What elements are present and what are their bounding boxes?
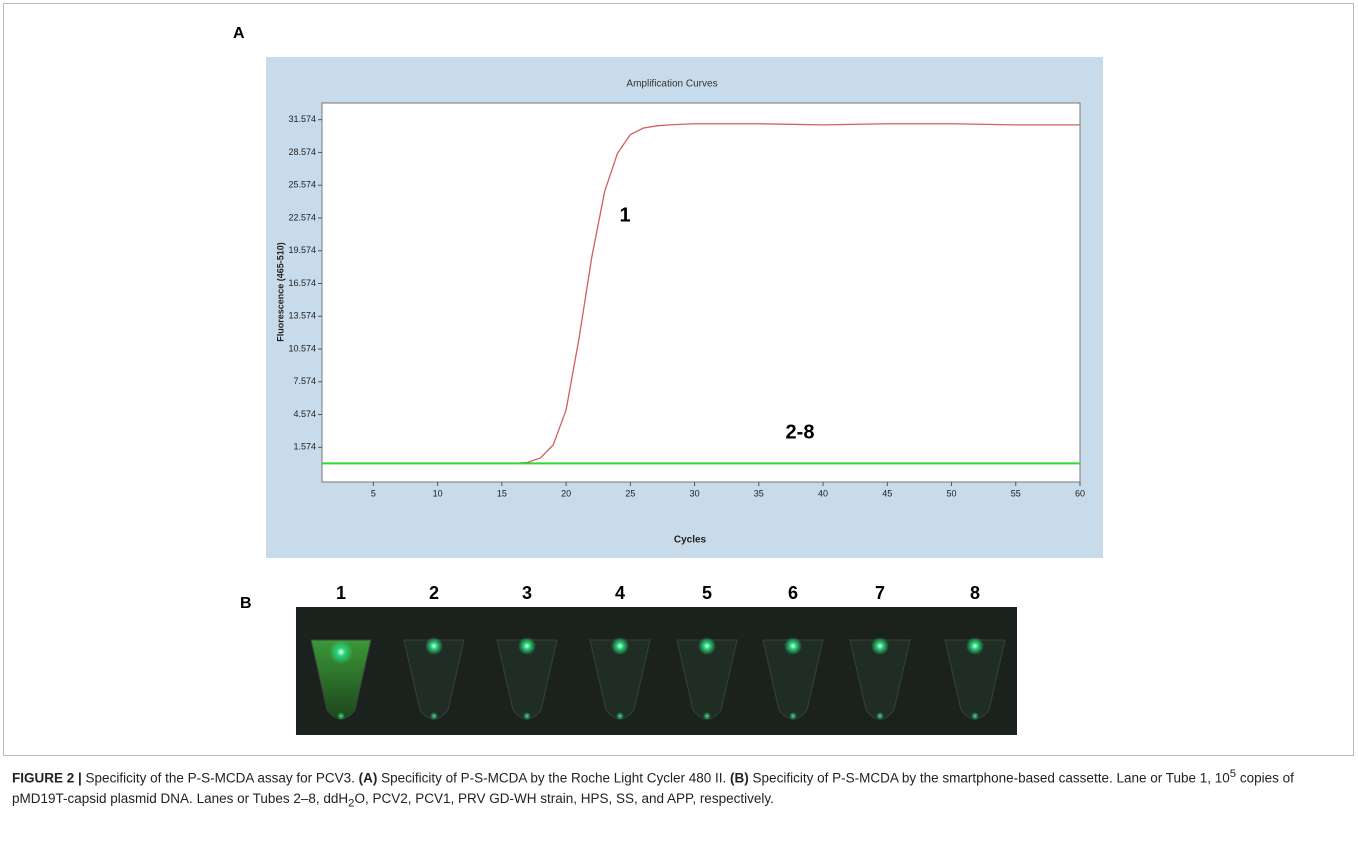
y-axis-label: Fluorescence (465-510) [275,242,285,342]
tube-glow [966,637,984,655]
x-tick-label: 10 [433,488,443,498]
tube-tip [430,712,438,720]
tube-tip [616,712,624,720]
lanes: 1 2 3 4 5 6 7 8 [310,583,1006,720]
y-tick-label: 25.574 [288,180,316,190]
caption-text: Specificity of P-S-MCDA by the smartphon… [748,770,1230,786]
x-tick-label: 35 [754,488,764,498]
caption-text: Specificity of the P-S-MCDA assay for PC… [81,770,359,786]
tube-tip [876,712,884,720]
lane-label: 8 [970,583,980,603]
x-tick-label: 45 [882,488,892,498]
tube-glow [784,637,802,655]
cassette-photo [296,607,1017,735]
x-tick-label: 20 [561,488,571,498]
y-tick-label: 4.574 [293,409,316,419]
caption-text: Specificity of P-S-MCDA by the Roche Lig… [377,770,731,786]
figure: A Amplification Curves Cycles Fluorescen… [3,3,1354,756]
y-tick-label: 22.574 [288,212,316,222]
y-tick-label: 13.574 [288,311,316,321]
lane-label: 4 [615,583,625,603]
plot-area [321,102,1081,483]
x-tick-label: 15 [497,488,507,498]
x-tick-label: 5 [371,488,376,498]
caption-panel: (B) [730,770,749,786]
caption-panel: (A) [358,770,378,786]
x-tick-label: 25 [625,488,635,498]
panel-label: A [233,25,245,42]
tube-tip [337,712,345,720]
caption-sub: 2 [348,797,355,810]
lane-label: 3 [522,583,532,603]
lane-label: 1 [336,583,346,603]
series-label: 1 [619,204,630,226]
lane-label: 5 [702,583,712,603]
lane-label: 7 [875,583,885,603]
x-tick-label: 55 [1011,488,1021,498]
lane-label: 2 [429,583,439,603]
caption-text: O, PCV2, PCV1, PRV GD-WH strain, HPS, SS… [354,790,774,806]
y-tick-label: 16.574 [288,278,316,288]
tube-tip [789,712,797,720]
tube-glow [611,637,629,655]
y-tick-label: 10.574 [288,343,316,353]
tube-tip [523,712,531,720]
x-tick-label: 30 [690,488,700,498]
tube-glow [425,637,443,655]
tube-glow [871,637,889,655]
y-tick-label: 7.574 [293,376,316,386]
figure-frame [3,3,1354,756]
caption: FIGURE 2 | Specificity of the P-S-MCDA a… [12,764,1342,813]
series-label: 2-8 [786,421,815,443]
x-tick-label: 60 [1075,488,1085,498]
tube-tip [703,712,711,720]
chart-title: Amplification Curves [626,79,717,90]
tube-glow [329,640,353,664]
caption-figure: FIGURE 2 | [12,770,82,786]
lane-label: 6 [788,583,798,603]
x-tick-label: 40 [818,488,828,498]
x-axis-label: Cycles [674,535,707,546]
tube-glow [518,637,536,655]
y-tick-label: 28.574 [288,147,316,157]
panel-label: B [240,595,252,612]
y-tick-label: 31.574 [288,114,316,124]
caption-text: copies of pMD19T-capsid plasmid DNA. Lan… [12,770,1294,806]
tube-tip [971,712,979,720]
x-tick-label: 50 [947,488,957,498]
caption-sup: 5 [1229,768,1237,780]
y-tick-label: 19.574 [288,245,316,255]
tube-glow [698,637,716,655]
y-tick-label: 1.574 [293,442,316,452]
